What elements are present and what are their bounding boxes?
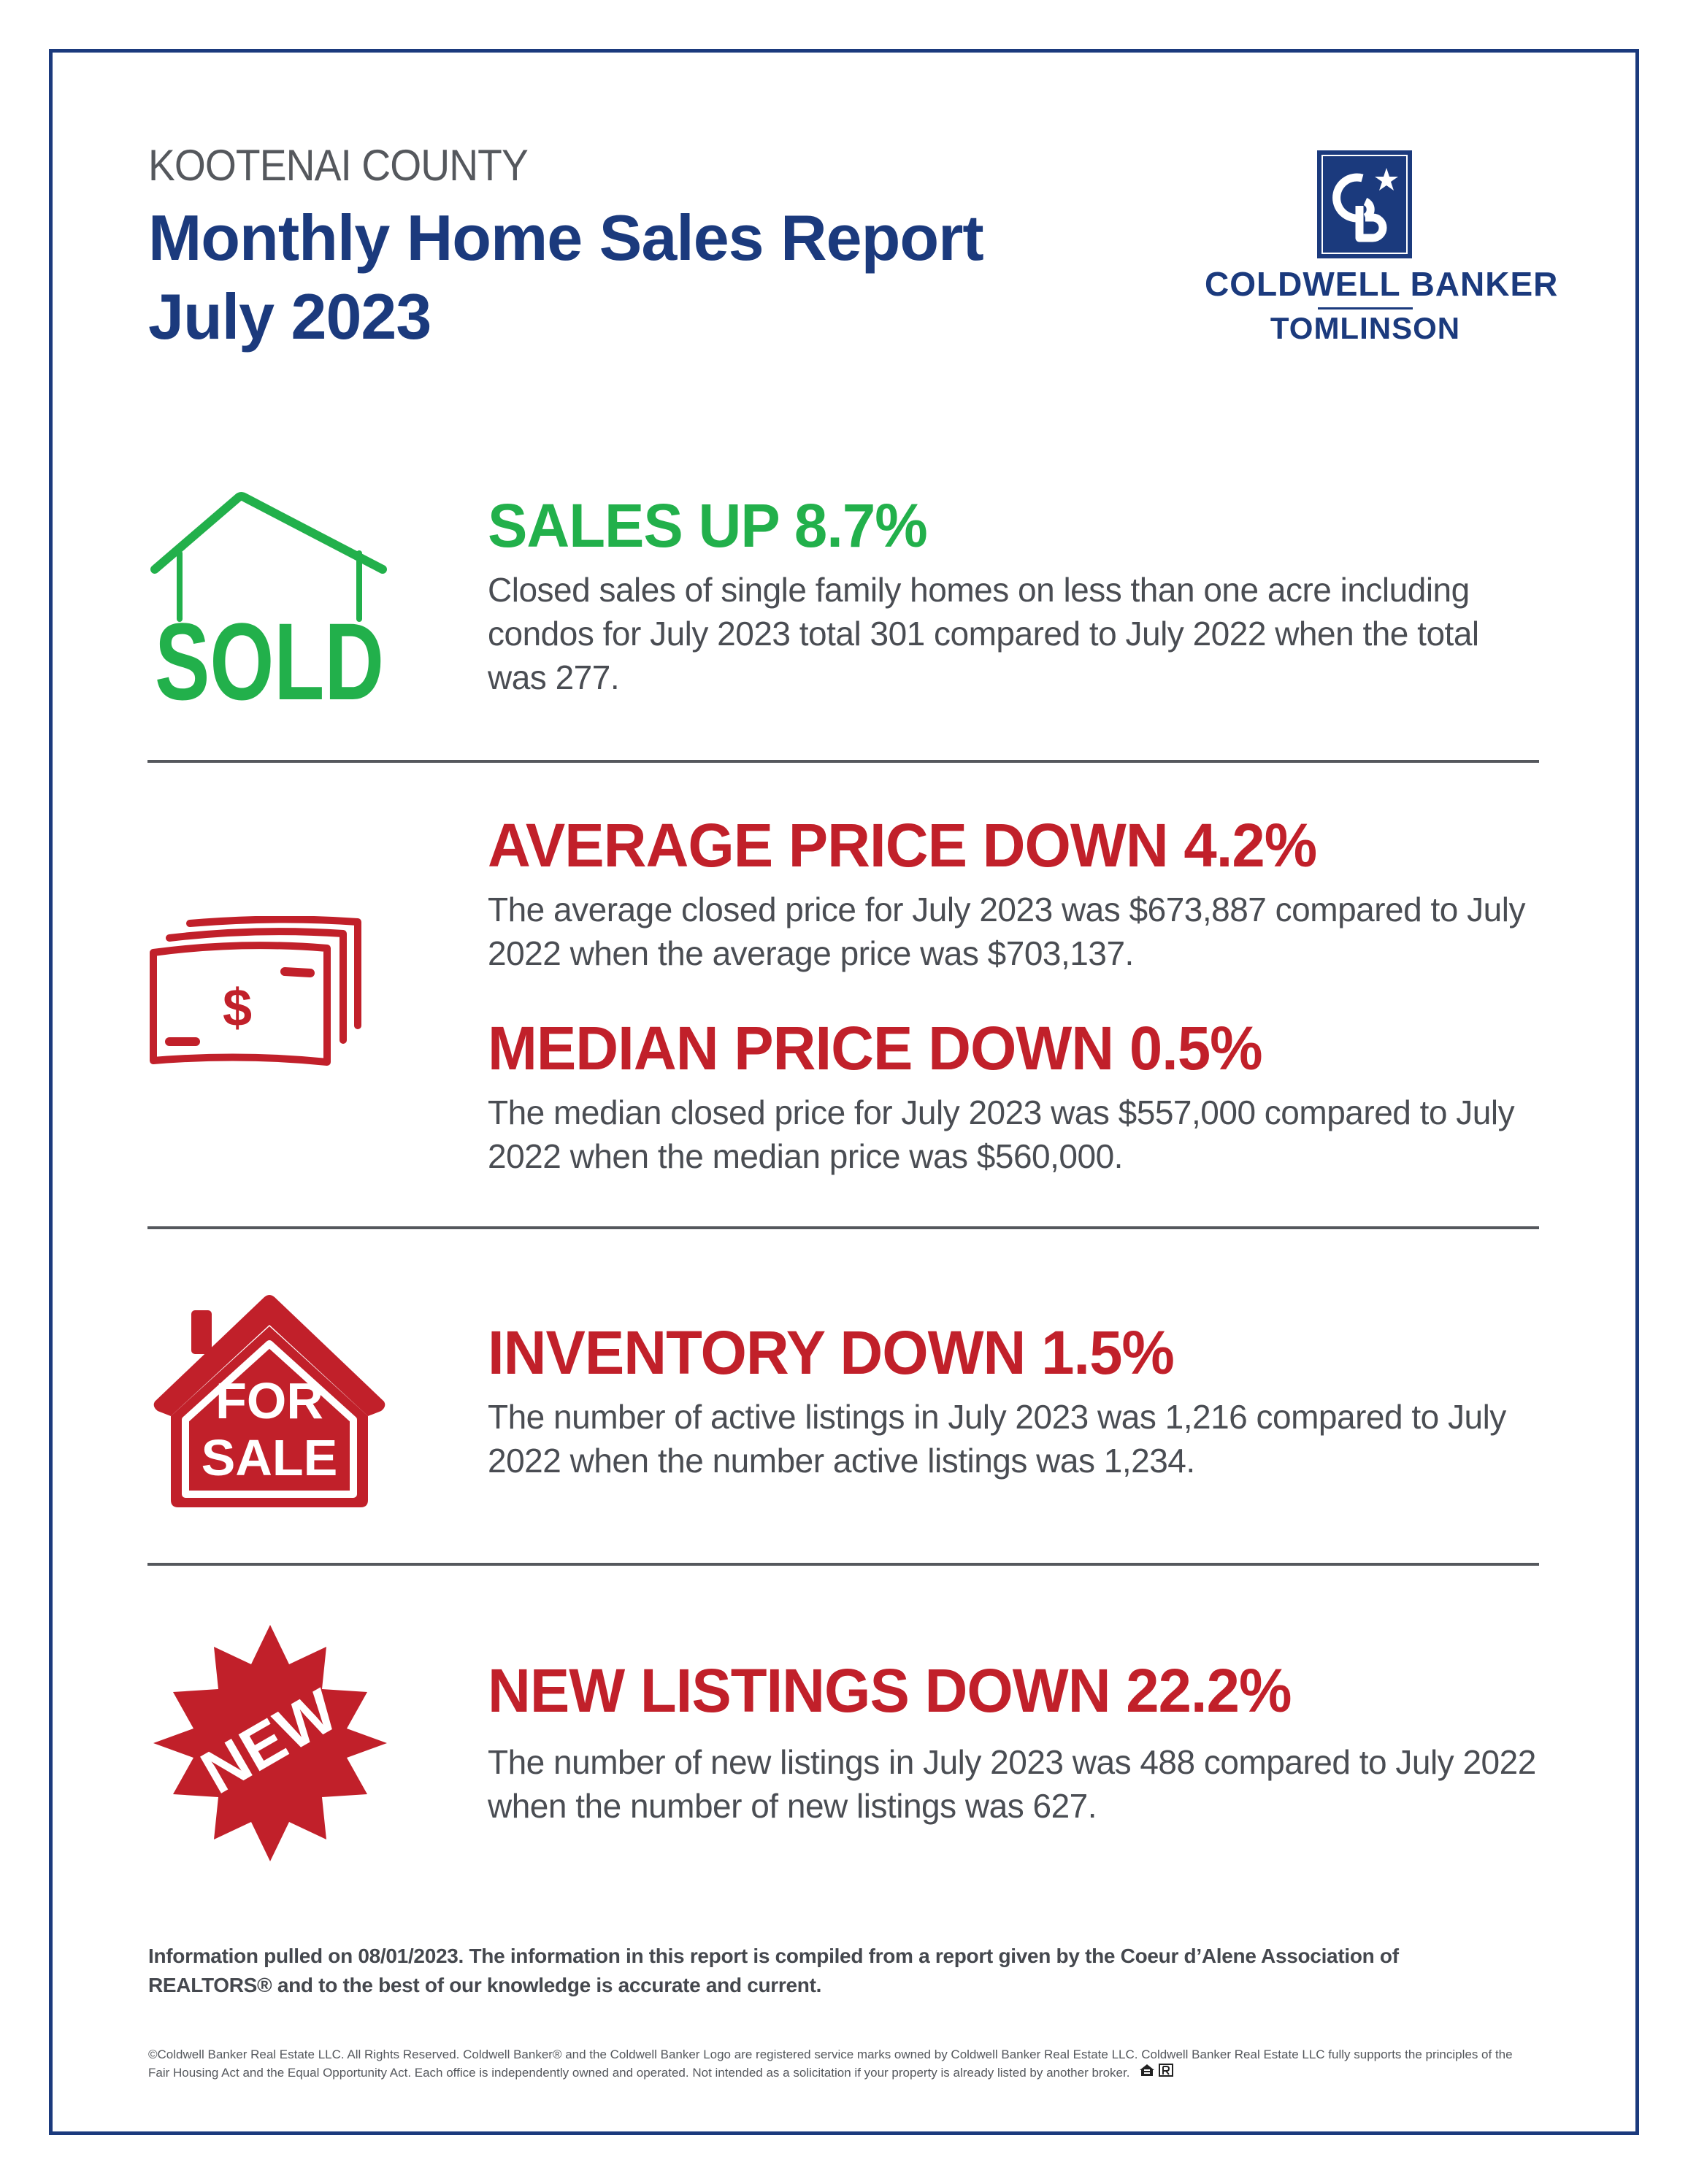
money-stack-icon: $ xyxy=(146,915,394,1084)
svg-text:$: $ xyxy=(223,979,252,1037)
for-sale-house-icon: FOR SALE xyxy=(149,1288,390,1515)
legal-disclaimer: ©Coldwell Banker Real Estate LLC. All Ri… xyxy=(148,2046,1535,2083)
coldwell-banker-logo: COLDWELL BANKER TOMLINSON xyxy=(1205,146,1559,350)
legal-text: ©Coldwell Banker Real Estate LLC. All Ri… xyxy=(148,2048,1513,2080)
section-divider xyxy=(147,1563,1539,1566)
section-divider xyxy=(147,760,1539,763)
sales-description: Closed sales of single family homes on l… xyxy=(488,571,1479,696)
data-source-note: Information pulled on 08/01/2023. The in… xyxy=(148,1945,1399,1996)
title-line-2: July 2023 xyxy=(148,280,431,353)
inventory-description: The number of active listings in July 20… xyxy=(488,1398,1506,1480)
new-starburst-icon: NEW xyxy=(146,1619,394,1867)
equal-housing-icon xyxy=(1140,2064,1155,2076)
logo-brand-name: COLDWELL BANKER xyxy=(1205,265,1559,303)
median-price-headline: MEDIAN PRICE DOWN 0.5% xyxy=(488,1014,1263,1083)
new-listings-description: The number of new listings in July 2023 … xyxy=(488,1743,1536,1825)
county-label: KOOTENAI COUNTY xyxy=(148,141,529,190)
svg-text:SOLD: SOLD xyxy=(155,600,384,707)
page-border xyxy=(49,49,1639,2135)
sold-house-icon: SOLD xyxy=(149,488,390,723)
inventory-headline: INVENTORY DOWN 1.5% xyxy=(488,1318,1175,1387)
logo-office-name: TOMLINSON xyxy=(1270,311,1461,345)
median-price-description: The median closed price for July 2023 wa… xyxy=(488,1093,1515,1175)
section-divider xyxy=(147,1226,1539,1229)
cb-monogram-icon xyxy=(1317,150,1412,258)
title-line-1: Monthly Home Sales Report xyxy=(148,201,984,274)
page-title: Monthly Home Sales Report July 2023 xyxy=(148,199,984,356)
logo-divider xyxy=(1318,307,1413,309)
realtor-icon xyxy=(1158,2064,1173,2077)
new-listings-headline: NEW LISTINGS DOWN 22.2% xyxy=(488,1656,1292,1725)
svg-text:SALE: SALE xyxy=(202,1429,338,1486)
svg-text:FOR: FOR xyxy=(215,1372,323,1429)
sales-headline: SALES UP 8.7% xyxy=(488,491,928,560)
average-price-headline: AVERAGE PRICE DOWN 4.2% xyxy=(488,811,1317,880)
average-price-description: The average closed price for July 2023 w… xyxy=(488,891,1525,972)
